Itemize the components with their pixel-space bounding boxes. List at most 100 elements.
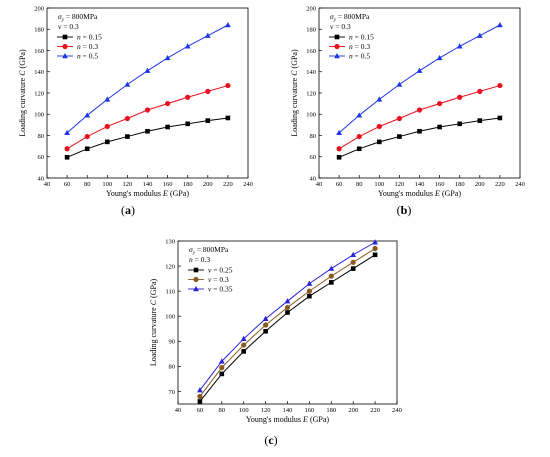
data-point xyxy=(356,112,363,118)
x-tick-label: 180 xyxy=(183,181,193,188)
annotation-text: σy = 800MPa xyxy=(330,12,370,23)
x-tick-label: 200 xyxy=(203,181,213,188)
x-tick-label: 80 xyxy=(356,181,363,188)
data-point xyxy=(165,101,171,107)
y-tick-label: 180 xyxy=(306,27,316,34)
data-point xyxy=(197,393,203,400)
y-tick-label: 160 xyxy=(306,48,316,55)
data-point xyxy=(372,245,378,252)
x-tick-label: 140 xyxy=(415,181,425,188)
legend-marker xyxy=(334,34,340,40)
y-tick-label: 100 xyxy=(306,112,316,119)
data-point xyxy=(477,118,483,123)
x-tick-label: 100 xyxy=(374,181,384,188)
data-point xyxy=(105,139,110,145)
x-tick-label: 160 xyxy=(435,181,445,188)
data-point xyxy=(457,94,463,100)
data-point xyxy=(240,335,247,341)
panel-label: (c) xyxy=(264,433,277,447)
data-point xyxy=(144,107,151,113)
data-point xyxy=(497,82,503,89)
x-axis-label: Young's modulus E (GPa) xyxy=(378,189,461,198)
series-2 xyxy=(64,82,231,152)
y-tick-label: 60 xyxy=(310,154,317,161)
legend-label: n = 0.5 xyxy=(77,52,98,61)
data-point xyxy=(336,154,342,160)
data-point xyxy=(396,81,403,87)
y-tick-label: 140 xyxy=(34,69,44,76)
y-axis-label: Loading curvature C (GPa) xyxy=(149,279,158,367)
y-tick-label: 120 xyxy=(34,90,44,97)
data-point xyxy=(396,115,402,122)
data-point xyxy=(144,67,151,73)
data-point xyxy=(262,315,269,321)
legend-marker xyxy=(193,286,199,292)
data-point xyxy=(497,115,503,121)
x-axis-label: Young's modulus E (GPa) xyxy=(106,189,189,198)
data-point xyxy=(263,322,269,328)
series-2 xyxy=(197,245,378,400)
legend-marker xyxy=(334,43,340,50)
x-tick-label: 100 xyxy=(102,181,112,188)
y-tick-label: 120 xyxy=(306,90,316,97)
data-point xyxy=(350,266,356,271)
legend-label: n = 0.5 xyxy=(349,52,370,61)
data-point xyxy=(165,124,170,130)
x-tick-label: 140 xyxy=(283,407,293,414)
data-point xyxy=(219,371,225,377)
data-point xyxy=(197,399,203,404)
data-point xyxy=(197,387,203,393)
data-point xyxy=(372,252,378,258)
data-point xyxy=(185,121,190,127)
data-point xyxy=(476,32,483,38)
data-point xyxy=(124,81,131,87)
data-point xyxy=(241,342,247,348)
data-point xyxy=(356,146,362,152)
data-point xyxy=(350,259,356,265)
x-tick-label: 60 xyxy=(64,181,71,188)
data-point xyxy=(329,280,334,285)
data-point xyxy=(416,107,423,113)
series-2 xyxy=(336,82,503,152)
legend-entry: ν = 0.3 xyxy=(188,275,229,284)
legend-marker xyxy=(193,276,199,283)
data-point xyxy=(184,43,191,49)
legend-entry: n = 0.3 xyxy=(329,42,370,51)
series-line xyxy=(199,241,376,391)
legend-entry: ν = 0.35 xyxy=(188,285,233,294)
legend-entry: n = 0.3 xyxy=(57,42,98,51)
legend-entry: n = 0.15 xyxy=(57,33,102,42)
x-tick-label: 40 xyxy=(44,181,51,188)
data-point xyxy=(397,134,402,139)
data-point xyxy=(284,304,291,311)
legend-entry: n = 0.5 xyxy=(329,52,370,61)
x-tick-label: 180 xyxy=(455,181,465,188)
data-point xyxy=(477,88,483,95)
y-tick-label: 60 xyxy=(38,154,45,161)
data-point xyxy=(416,67,423,73)
data-point xyxy=(205,88,211,95)
x-tick-label: 220 xyxy=(495,181,505,188)
x-tick-label: 140 xyxy=(143,181,153,188)
x-tick-label: 60 xyxy=(197,407,204,414)
series-3 xyxy=(64,22,231,136)
x-tick-label: 240 xyxy=(243,181,253,188)
data-point xyxy=(104,96,111,102)
data-point xyxy=(218,358,225,364)
legend-marker xyxy=(62,53,68,59)
y-tick-label: 160 xyxy=(34,48,44,55)
data-point xyxy=(417,128,422,134)
data-point xyxy=(225,115,231,121)
data-point xyxy=(306,280,313,286)
data-point xyxy=(350,251,357,257)
legend-label: ν = 0.25 xyxy=(208,266,233,275)
y-tick-label: 90 xyxy=(169,339,176,346)
x-tick-label: 120 xyxy=(395,181,405,188)
data-point xyxy=(84,146,90,152)
data-point xyxy=(125,134,130,139)
series-1 xyxy=(336,115,503,160)
data-point xyxy=(204,32,211,38)
legend-marker xyxy=(62,34,68,40)
data-point xyxy=(64,146,70,152)
data-point xyxy=(376,96,383,102)
